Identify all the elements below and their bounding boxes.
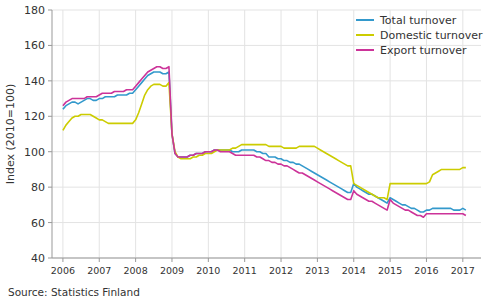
source-note: Source: Statistics Finland xyxy=(8,286,140,298)
x-tick xyxy=(171,258,172,262)
x-tick-label: 2013 xyxy=(305,265,329,276)
x-tick-label: 2010 xyxy=(196,265,220,276)
x-grid-line xyxy=(208,10,209,258)
legend-label: Domestic turnover xyxy=(380,29,483,42)
legend-label: Total turnover xyxy=(379,14,457,27)
x-grid-line xyxy=(62,10,63,258)
y-tick xyxy=(48,187,52,188)
y-axis-line xyxy=(52,10,53,258)
x-grid-line xyxy=(353,10,354,258)
x-grid-line xyxy=(317,10,318,258)
x-tick-label: 2007 xyxy=(87,265,111,276)
x-tick-label: 2015 xyxy=(378,265,402,276)
lines xyxy=(63,67,466,218)
legend-swatch xyxy=(356,49,374,51)
axes: 40 60 80 100 120 140 160 180 2006 2007 2008 2009 201… xyxy=(24,4,481,276)
x-tick xyxy=(244,258,245,262)
y-tick-label: 40 xyxy=(31,252,45,265)
x-tick-label: 2012 xyxy=(269,265,293,276)
x-tick xyxy=(281,258,282,262)
x-tick xyxy=(99,258,100,262)
y-tick-label: 80 xyxy=(31,181,45,194)
y-grid-line xyxy=(52,10,481,11)
x-tick-label: 2017 xyxy=(451,265,475,276)
x-grid-line xyxy=(99,10,100,258)
y-tick xyxy=(48,258,52,259)
y-grid-line xyxy=(52,151,481,152)
series-line xyxy=(63,67,466,218)
y-tick-label: 140 xyxy=(24,75,45,88)
legend: Total turnover Domestic turnover Export tu… xyxy=(356,14,483,57)
x-tick-label: 2008 xyxy=(124,265,148,276)
chart: 40 60 80 100 120 140 160 180 2006 2007 2008 2009 201… xyxy=(0,0,493,304)
y-tick-label: 100 xyxy=(24,146,45,159)
x-tick-label: 2009 xyxy=(160,265,184,276)
x-tick xyxy=(426,258,427,262)
x-tick xyxy=(353,258,354,262)
x-tick xyxy=(135,258,136,262)
y-grid-line xyxy=(52,187,481,188)
legend-label: Export turnover xyxy=(380,44,467,57)
y-tick xyxy=(48,222,52,223)
x-grid-line xyxy=(244,10,245,258)
x-tick xyxy=(62,258,63,262)
x-tick-label: 2014 xyxy=(342,265,366,276)
y-tick-label: 120 xyxy=(24,110,45,123)
y-tick-label: 60 xyxy=(31,217,45,230)
legend-swatch xyxy=(356,34,374,36)
legend-swatch xyxy=(356,19,374,21)
x-tick xyxy=(462,258,463,262)
y-tick-label: 180 xyxy=(24,4,45,17)
series-line xyxy=(63,83,466,200)
y-tick xyxy=(48,151,52,152)
y-grid-line xyxy=(52,258,481,259)
y-tick-label: 160 xyxy=(24,39,45,52)
x-grid-line xyxy=(281,10,282,258)
y-tick xyxy=(48,45,52,46)
x-axis-line xyxy=(52,258,481,259)
y-grid-line xyxy=(52,222,481,223)
y-tick xyxy=(48,10,52,11)
series-line xyxy=(63,72,466,212)
y-axis-label: Index (2010=100) xyxy=(4,84,17,185)
x-grid-line xyxy=(135,10,136,258)
x-tick xyxy=(208,258,209,262)
x-tick-label: 2006 xyxy=(51,265,75,276)
x-tick xyxy=(317,258,318,262)
y-grid-line xyxy=(52,116,481,117)
y-tick xyxy=(48,116,52,117)
grid xyxy=(52,10,481,258)
y-tick xyxy=(48,80,52,81)
y-grid-line xyxy=(52,80,481,81)
x-tick-label: 2016 xyxy=(414,265,438,276)
x-tick xyxy=(390,258,391,262)
x-tick-label: 2011 xyxy=(233,265,257,276)
